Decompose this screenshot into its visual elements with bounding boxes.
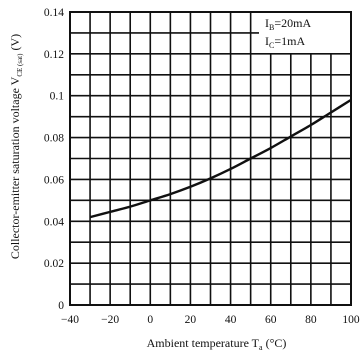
x-tick-label: 0 bbox=[147, 314, 153, 326]
y-tick-label: 0.1 bbox=[50, 91, 65, 103]
y-axis-title: Collector-emitter saturation voltage VCE… bbox=[8, 34, 24, 259]
x-axis-title: Ambient temperature Ta (°C) bbox=[147, 336, 287, 352]
y-tick-label: 0.08 bbox=[44, 133, 64, 145]
y-tick-label: 0 bbox=[58, 300, 64, 312]
y-tick-label: 0.04 bbox=[44, 216, 64, 228]
y-tick-label: 0.02 bbox=[44, 258, 64, 270]
y-tick-label: 0.14 bbox=[44, 7, 64, 19]
x-tick-label: 60 bbox=[265, 314, 277, 326]
x-tick-label: 100 bbox=[342, 314, 360, 326]
x-tick-label: −40 bbox=[61, 314, 79, 326]
condition-ic: IC=1mA bbox=[265, 34, 305, 50]
grid bbox=[70, 12, 351, 305]
conditions-box bbox=[259, 13, 350, 53]
x-axis-ticks: −40 −20 0 20 40 60 80 100 bbox=[61, 314, 360, 326]
x-tick-label: 80 bbox=[305, 314, 317, 326]
series-line bbox=[89, 98, 352, 219]
plot-frame bbox=[69, 11, 352, 306]
y-tick-label: 0.12 bbox=[44, 49, 64, 61]
x-tick-label: 20 bbox=[185, 314, 197, 326]
x-tick-label: 40 bbox=[225, 314, 237, 326]
x-tick-label: −20 bbox=[101, 314, 119, 326]
y-axis-ticks: 0 0.02 0.04 0.06 0.08 0.1 0.12 0.14 bbox=[44, 7, 64, 312]
plot-area bbox=[89, 98, 352, 219]
condition-ib: IB=20mA bbox=[265, 16, 311, 32]
plot-border bbox=[69, 11, 352, 306]
y-tick-label: 0.06 bbox=[44, 174, 64, 186]
